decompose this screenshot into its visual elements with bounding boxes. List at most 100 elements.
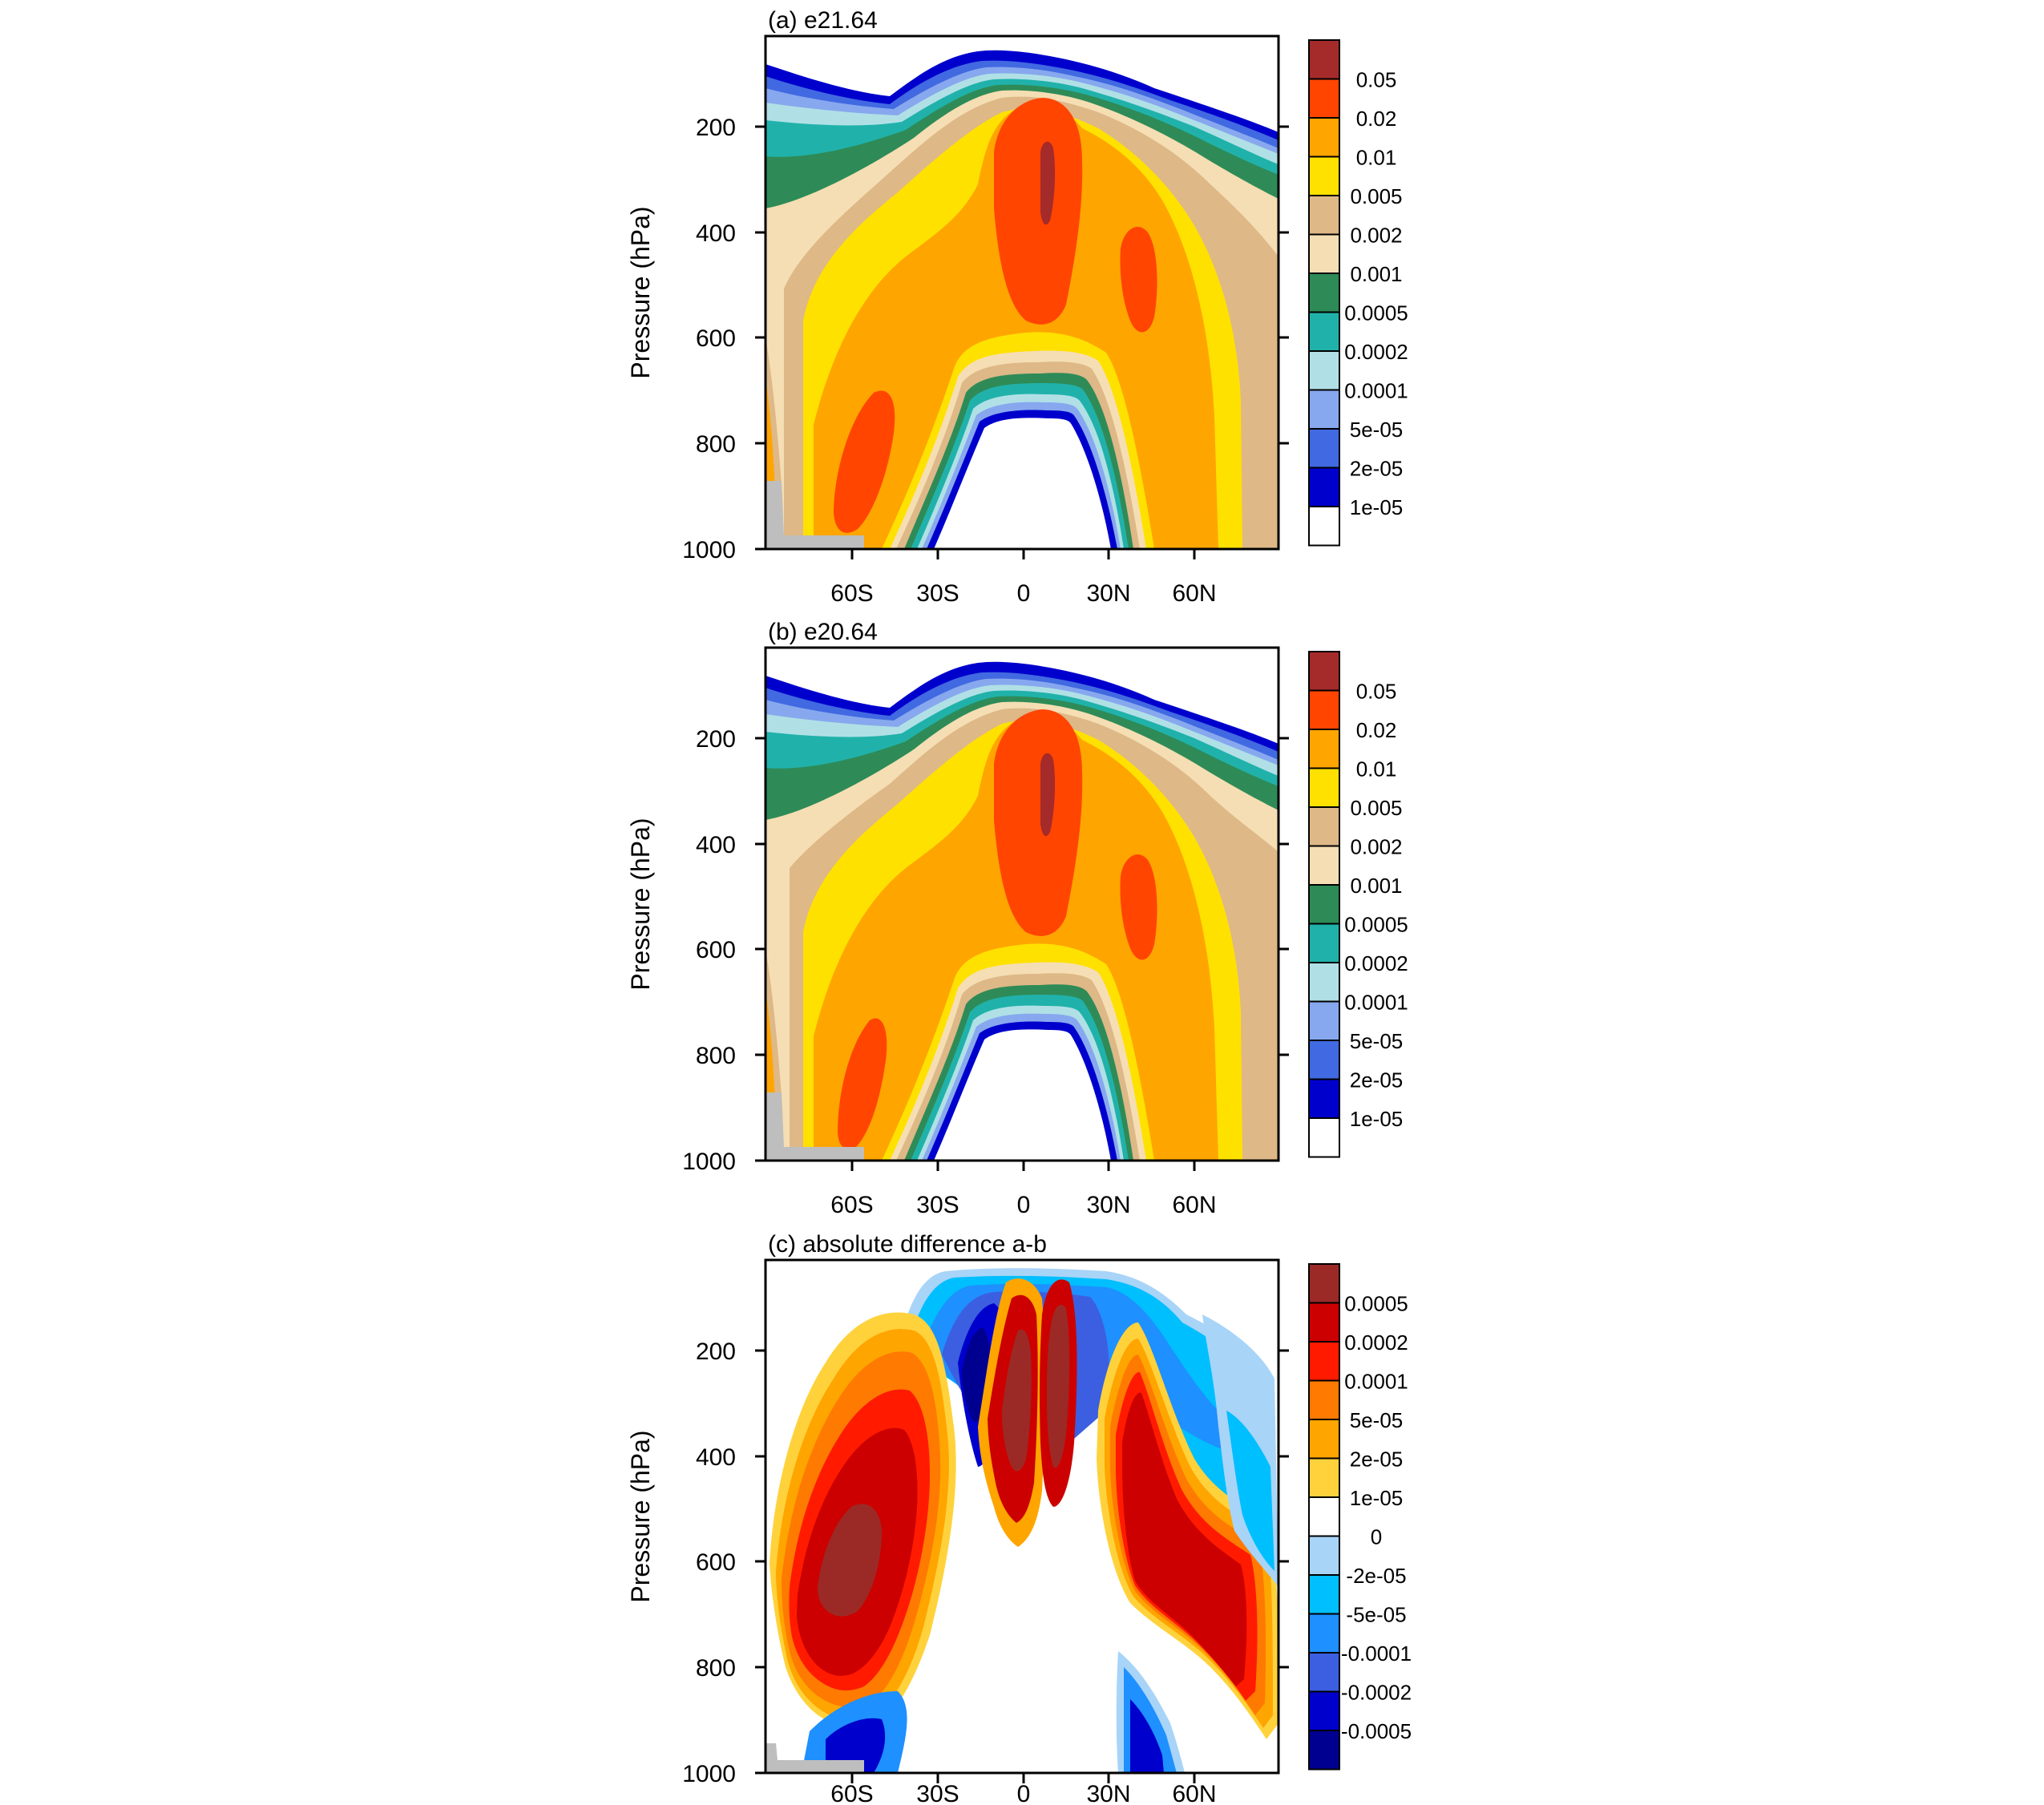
- x-tick-label: 0: [1017, 1781, 1031, 1805]
- colorbar-swatch: [1308, 389, 1340, 430]
- x-tick-label: 60S: [830, 580, 873, 607]
- panel-title: (b) e20.64: [768, 619, 878, 645]
- colorbar: 0.05 0.02 0.01 0.005 0.002 0.001 0.0005 0.0002 0…: [1308, 651, 1408, 1158]
- colorbar-label: 0.005: [1350, 796, 1402, 820]
- colorbar-label: 0.0005: [1344, 1292, 1408, 1316]
- colorbar-label: 2e-05: [1350, 457, 1404, 481]
- x-tick-label: 30N: [1086, 1781, 1130, 1805]
- colorbar-label: 2e-05: [1350, 1448, 1404, 1472]
- colorbar-swatch: [1308, 962, 1340, 1003]
- colorbar-label: 0.0001: [1344, 991, 1408, 1015]
- colorbar-swatch: [1308, 1574, 1340, 1615]
- colorbar-swatch: [1308, 350, 1340, 391]
- colorbar-label: 0.01: [1356, 146, 1397, 170]
- colorbar-label: -0.0005: [1341, 1719, 1412, 1743]
- colorbar-label: 0.0005: [1344, 913, 1408, 937]
- colorbar-label: 5e-05: [1350, 1408, 1404, 1432]
- colorbar-label: 1e-05: [1350, 495, 1404, 519]
- contour-field: [765, 648, 1279, 1161]
- colorbar-swatch: [1308, 1730, 1340, 1771]
- x-tick-label: 30N: [1086, 580, 1130, 607]
- x-tick-label: 0: [1017, 1192, 1031, 1218]
- y-axis-label: Pressure (hPa): [626, 1430, 655, 1602]
- colorbar-label: 5e-05: [1350, 418, 1404, 442]
- colorbar-swatch: [1308, 1690, 1340, 1731]
- contour-field: [765, 1260, 1279, 1773]
- colorbar-label: 2e-05: [1350, 1068, 1404, 1092]
- colorbar-label: 0.0002: [1344, 951, 1408, 975]
- panel-title: (a) e21.64: [768, 7, 878, 34]
- x-tick-label: 60N: [1172, 580, 1216, 607]
- colorbar-swatch: [1308, 428, 1340, 469]
- y-tick-label: 400: [696, 220, 736, 247]
- colorbar-label: 5e-05: [1350, 1029, 1404, 1053]
- colorbar-label: 0.05: [1356, 680, 1397, 704]
- colorbar-swatch: [1308, 1652, 1340, 1693]
- y-tick-label: 600: [696, 325, 736, 352]
- colorbar-swatch: [1308, 1379, 1340, 1420]
- panel-b: (b) e20.64: [626, 619, 1408, 1218]
- colorbar-label: 0.002: [1350, 224, 1402, 248]
- y-tick-label: 600: [696, 937, 736, 963]
- colorbar-label: 0.0005: [1344, 301, 1408, 325]
- y-tick-label: 400: [696, 1444, 736, 1471]
- colorbar-swatch: [1308, 233, 1340, 274]
- colorbar-swatch: [1308, 1496, 1340, 1537]
- colorbar-swatch: [1308, 884, 1340, 925]
- x-tick-label: 30S: [916, 1192, 959, 1218]
- colorbar-swatch: [1308, 1613, 1340, 1654]
- colorbar: 0.05 0.02 0.01 0.005 0.002 0.001 0.0005 0.0002 0…: [1308, 39, 1408, 547]
- colorbar-label: 0.002: [1350, 835, 1402, 859]
- y-tick-label: 1000: [682, 1149, 736, 1175]
- colorbar-swatch: [1308, 1457, 1340, 1498]
- colorbar-swatch: [1308, 311, 1340, 352]
- colorbar-swatch: [1308, 1117, 1340, 1158]
- x-tick-label: 0: [1017, 580, 1031, 607]
- y-tick-label: 800: [696, 1043, 736, 1069]
- y-axis-ticks: [755, 125, 1289, 551]
- colorbar-swatch: [1308, 39, 1340, 80]
- x-tick-label: 60N: [1172, 1192, 1216, 1218]
- colorbar-label: 0.05: [1356, 68, 1397, 92]
- colorbar-swatch: [1308, 767, 1340, 808]
- y-axis-label: Pressure (hPa): [626, 206, 655, 378]
- colorbar-label: 1e-05: [1350, 1486, 1404, 1510]
- colorbar-label: 0.0002: [1344, 1331, 1408, 1355]
- colorbar-swatch: [1308, 1419, 1340, 1460]
- y-tick-label: 1000: [682, 1761, 736, 1787]
- colorbar-swatch: [1308, 78, 1340, 119]
- colorbar-swatch: [1308, 1535, 1340, 1576]
- x-tick-label: 30S: [916, 580, 959, 607]
- y-tick-label: 1000: [682, 537, 736, 563]
- y-tick-label: 800: [696, 1655, 736, 1682]
- plot-frame: [764, 1258, 1280, 1775]
- x-tick-label: 30S: [916, 1781, 959, 1805]
- colorbar-label: -0.0001: [1341, 1641, 1412, 1666]
- colorbar-swatch: [1308, 729, 1340, 769]
- colorbar-swatch: [1308, 845, 1340, 886]
- colorbar-label: 0.0001: [1344, 1370, 1408, 1394]
- colorbar-swatch: [1308, 806, 1340, 847]
- y-tick-label: 200: [696, 1339, 736, 1365]
- panel-title: (c) absolute difference a-b: [768, 1231, 1047, 1258]
- y-axis-label: Pressure (hPa): [626, 818, 655, 990]
- colorbar-swatch: [1308, 1341, 1340, 1382]
- colorbar-label: -2e-05: [1346, 1564, 1406, 1588]
- colorbar-label: -0.0002: [1341, 1681, 1412, 1705]
- x-tick-label: 60N: [1172, 1781, 1216, 1805]
- colorbar-label: 0: [1371, 1525, 1382, 1549]
- colorbar-swatch: [1308, 1302, 1340, 1343]
- y-tick-label: 200: [696, 726, 736, 753]
- colorbar-label: 0.001: [1350, 262, 1402, 286]
- plot-frame: [764, 34, 1280, 551]
- colorbar: 0.0005 0.0002 0.0001 5e-05 2e-05 1e-05 0 -2e-05…: [1308, 1263, 1412, 1771]
- y-tick-label: 400: [696, 832, 736, 858]
- colorbar-swatch: [1308, 923, 1340, 963]
- y-axis-ticks: [755, 737, 1289, 1162]
- colorbar-swatch: [1308, 466, 1340, 507]
- colorbar-label: 0.0002: [1344, 340, 1408, 364]
- x-tick-label: 60S: [830, 1781, 873, 1805]
- colorbar-swatch: [1308, 1040, 1340, 1080]
- colorbar-label: 0.005: [1350, 184, 1402, 208]
